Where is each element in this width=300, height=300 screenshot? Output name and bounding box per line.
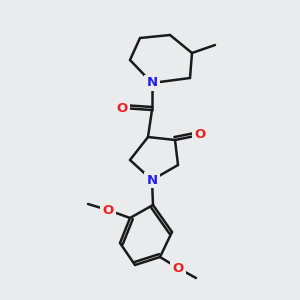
Text: O: O bbox=[194, 128, 206, 142]
Text: N: N bbox=[146, 173, 158, 187]
Text: O: O bbox=[102, 203, 114, 217]
Text: O: O bbox=[172, 262, 184, 275]
Text: O: O bbox=[116, 101, 128, 115]
Text: N: N bbox=[146, 76, 158, 89]
